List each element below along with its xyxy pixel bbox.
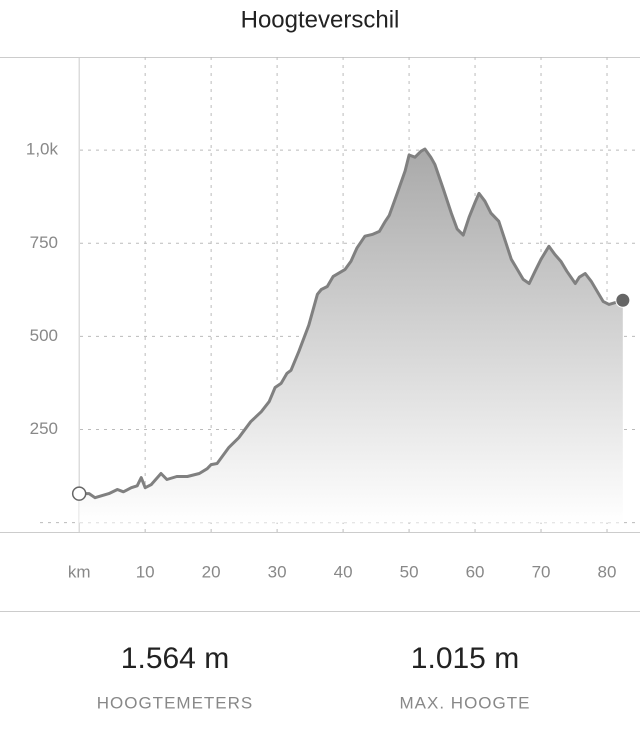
plot: 250 500 750 1,0k km 10 20 30 40 50 60 70 80 — [26, 57, 640, 581]
stat-value: 1.564 m — [121, 642, 229, 675]
area — [79, 149, 623, 523]
y-tick-label: 500 — [30, 326, 58, 345]
y-tick-label: 750 — [30, 233, 58, 252]
x-tick-label: 50 — [400, 562, 419, 581]
x-tick-label: km — [68, 562, 91, 581]
x-tick-label: 70 — [532, 562, 551, 581]
x-tick-label: 60 — [466, 562, 485, 581]
line — [79, 147, 624, 500]
x-tick-label: 30 — [268, 562, 287, 581]
chart-title: Hoogteverschil — [241, 6, 400, 33]
x-tick-label: 80 — [598, 562, 617, 581]
x-tick-label: 40 — [334, 562, 353, 581]
y-tick-label: 250 — [30, 419, 58, 438]
stat-label: HOOGTEMETERS — [97, 693, 254, 712]
end-marker — [615, 292, 631, 308]
x-tick-label: 10 — [136, 562, 155, 581]
x-tick-label: 20 — [202, 562, 221, 581]
stat-label: MAX. HOOGTE — [400, 693, 531, 712]
stat-value: 1.015 m — [411, 642, 519, 675]
y-tick-label: 1,0k — [26, 140, 59, 159]
start-marker — [71, 486, 87, 501]
